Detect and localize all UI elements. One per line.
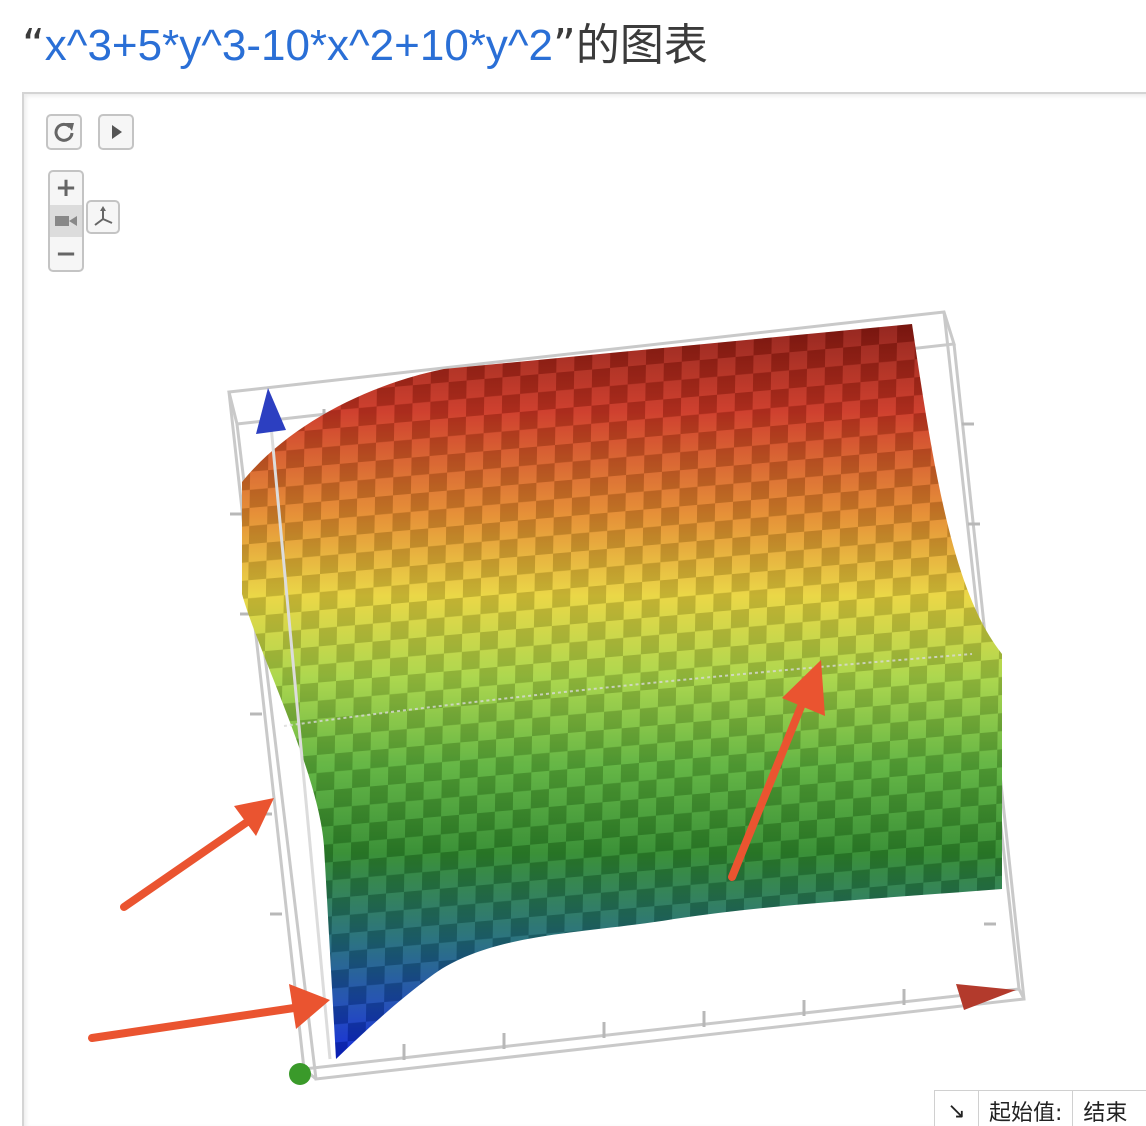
origin-point[interactable] [289, 1063, 311, 1085]
zoom-out-button[interactable]: − [55, 239, 77, 269]
formula-link[interactable]: x^3+5*y^3-10*x^2+10*y^2 [44, 21, 554, 70]
plot-viewer[interactable]: + − ↘ 起始值: 结束 [22, 92, 1146, 1126]
zoom-in-button[interactable]: + [55, 173, 77, 203]
page-title: “x^3+5*y^3-10*x^2+10*y^2”的图表 [22, 18, 708, 74]
camera-button[interactable] [50, 205, 82, 237]
camera-icon [55, 216, 77, 226]
close-quote: ” [553, 20, 576, 71]
open-quote: “ [22, 20, 45, 71]
range-corner-icon[interactable]: ↘ [935, 1091, 979, 1126]
axes-icon [94, 206, 113, 226]
zoom-controls: + − [48, 170, 84, 272]
refresh-button[interactable] [46, 114, 82, 150]
refresh-icon [54, 122, 74, 142]
axes-toggle-button[interactable] [86, 200, 120, 234]
start-value-label: 起始值: [979, 1091, 1074, 1126]
play-button[interactable] [98, 114, 134, 150]
z-axis-arrow [256, 388, 286, 434]
x-axis-arrow [956, 984, 1016, 1010]
title-suffix: 的图表 [575, 20, 708, 71]
range-bar: ↘ 起始值: 结束 [934, 1090, 1146, 1126]
surface-crease-line [283, 653, 973, 727]
function-surface [242, 324, 1002, 1059]
surface-plot[interactable] [24, 94, 1146, 1126]
end-value-label: 结束 [1083, 1101, 1128, 1126]
play-icon [112, 125, 122, 139]
annotation-arrows [88, 660, 825, 1042]
